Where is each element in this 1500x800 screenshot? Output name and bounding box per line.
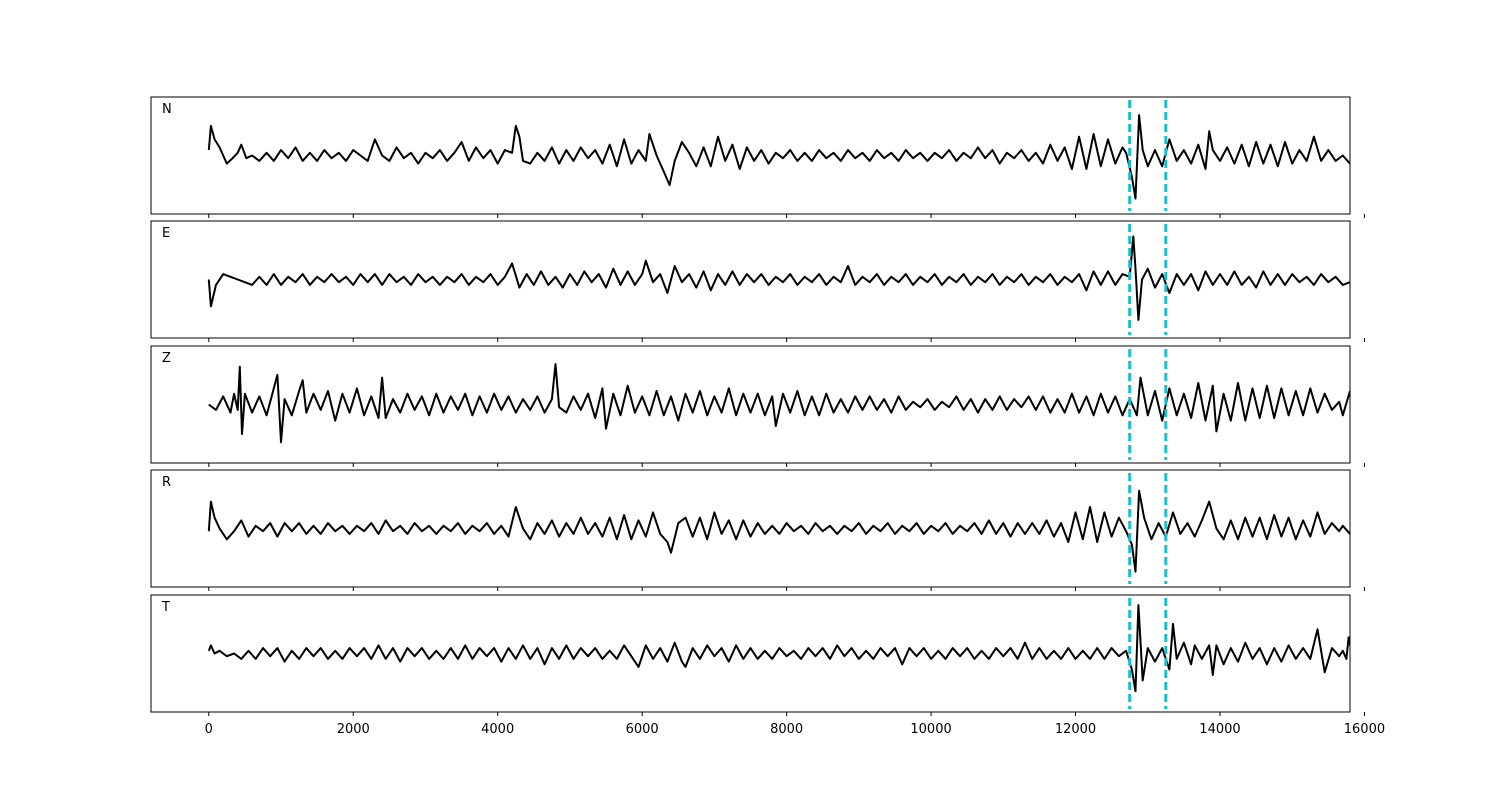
x-tick-label: 8000: [770, 722, 803, 737]
x-tick-label: 12000: [1055, 722, 1096, 737]
panel-frame: [150, 594, 1351, 713]
x-tick-label: 14000: [1199, 722, 1240, 737]
trace-line-r: [207, 489, 1350, 573]
panel-frame: [150, 96, 1351, 215]
panel-label: E: [162, 226, 170, 241]
x-tick-label: 10000: [910, 722, 951, 737]
panel-n: N: [150, 96, 1365, 218]
panel-label: T: [161, 600, 170, 615]
panel-label: Z: [162, 351, 171, 366]
panel-r: R: [150, 469, 1365, 591]
panels: N E Z R T: [150, 96, 1365, 716]
x-axis: 0 2000 4000 6000 8000 10000 12000 14000 16000: [205, 722, 1385, 737]
trace-line-n: [207, 114, 1350, 200]
panel-frame: [150, 220, 1351, 339]
panel-frame: [150, 345, 1351, 464]
x-tick-label: 16000: [1344, 722, 1385, 737]
panel-label: N: [162, 102, 172, 117]
x-tick-label: 6000: [626, 722, 659, 737]
trace-line-z: [208, 363, 1350, 444]
panel-t: T: [150, 594, 1365, 716]
trace-line-t: [207, 604, 1350, 693]
panel-frame: [150, 469, 1351, 588]
trace-line-e: [207, 235, 1350, 321]
panel-e: E: [150, 220, 1365, 342]
x-tick-label: 4000: [481, 722, 514, 737]
x-tick-label: 2000: [337, 722, 370, 737]
panel-label: R: [162, 475, 171, 490]
x-tick-label: 0: [205, 722, 213, 737]
panel-z: Z: [150, 345, 1365, 467]
